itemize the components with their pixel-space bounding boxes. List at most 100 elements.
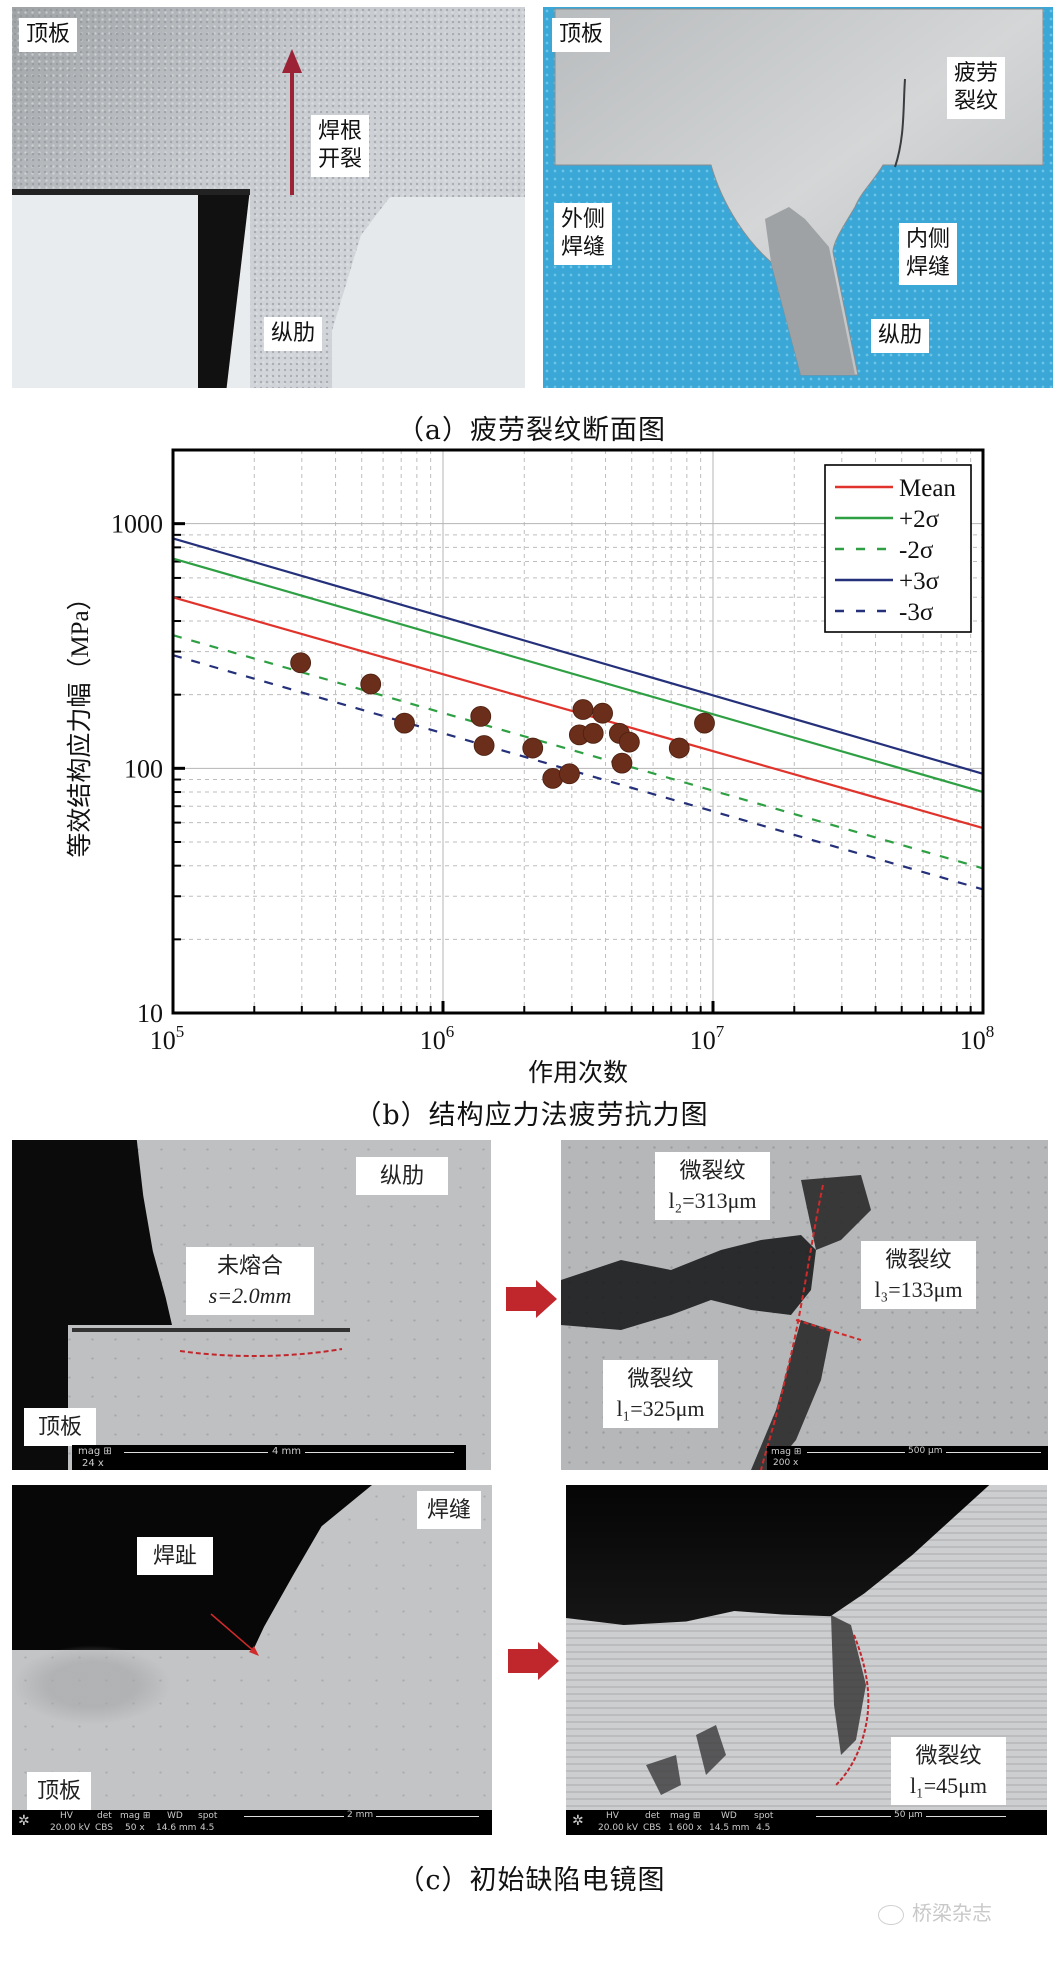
arrow-right-icon-head bbox=[538, 1642, 559, 1680]
arrow-right-icon bbox=[508, 1649, 540, 1673]
label-u-rib: 纵肋 bbox=[871, 319, 930, 353]
wd-label: WD bbox=[167, 1811, 183, 1821]
sem-lack-of-fusion: 纵肋 未熔合 s=2.0mm 顶板 mag ⊞ 24 x 4 mm bbox=[12, 1140, 491, 1470]
data-point bbox=[470, 706, 492, 727]
label-weld: 焊缝 bbox=[417, 1491, 482, 1529]
scale-bar-label: 50 μm bbox=[891, 1810, 926, 1820]
label-weld-toe: 焊趾 bbox=[137, 1537, 214, 1575]
weld-edge-texture bbox=[12, 1645, 172, 1725]
caption-b: （b）结构应力法疲劳抗力图 bbox=[354, 1100, 709, 1131]
dark-void-lower bbox=[12, 1325, 68, 1470]
label-fatigue-crack: 疲劳 裂纹 bbox=[947, 57, 1006, 119]
data-point bbox=[668, 737, 690, 759]
crack-3-title: 微裂纹 bbox=[885, 1247, 952, 1272]
legend-label: -3σ bbox=[899, 599, 934, 626]
mag-label: mag ⊞ bbox=[771, 1447, 802, 1457]
spot-label: spot bbox=[754, 1811, 774, 1821]
legend-box bbox=[824, 464, 972, 633]
det-label: det bbox=[645, 1811, 660, 1821]
sem-logo-icon: ✲ bbox=[572, 1813, 584, 1829]
sem-weld-toe-micro-crack: 微裂纹 l₁=45μm ✲ HV 20.00 kV det CBS mag ⊞ … bbox=[566, 1485, 1047, 1835]
data-point bbox=[694, 712, 715, 734]
crack-region bbox=[561, 1175, 871, 1470]
spot-value: 4.5 bbox=[756, 1823, 771, 1833]
label-outer-weld: 外侧 焊缝 bbox=[554, 203, 613, 265]
label-u-rib: 纵肋 bbox=[356, 1157, 449, 1195]
hv-label: HV bbox=[60, 1811, 73, 1821]
steel-section-shape bbox=[554, 8, 1044, 376]
weld-toe-pointer-icon bbox=[210, 1613, 259, 1656]
crack-1-title: 微裂纹 bbox=[915, 1743, 982, 1768]
det-value: CBS bbox=[95, 1823, 114, 1833]
plot-frame bbox=[171, 448, 985, 1015]
hv-value: 20.00 kV bbox=[50, 1823, 90, 1833]
label-top-plate: 顶板 bbox=[19, 18, 78, 52]
lack-of-fusion-size: s=2.0mm bbox=[208, 1283, 292, 1308]
arrow-right-icon bbox=[506, 1287, 538, 1311]
x-tick-label: 105 bbox=[150, 1022, 185, 1055]
crack-region bbox=[646, 1615, 870, 1795]
scale-bar-label: 4 mm bbox=[268, 1446, 306, 1457]
x-tick-label: 107 bbox=[690, 1022, 725, 1055]
data-point bbox=[473, 735, 495, 756]
data-point bbox=[559, 763, 580, 785]
data-point bbox=[592, 702, 613, 724]
label-inner-weld: 内侧 焊缝 bbox=[899, 223, 958, 285]
y-tick-label: 1000 bbox=[111, 510, 163, 539]
watermark-text: 桥梁杂志 bbox=[912, 1901, 992, 1925]
sem-weld-toe: 焊趾 焊缝 顶板 ✲ HV 20.00 kV det CBS mag ⊞ 50 … bbox=[12, 1485, 492, 1835]
fusion-boundary-dashed bbox=[179, 1348, 343, 1357]
series-line-plus3sigma bbox=[172, 537, 984, 775]
mag-value: 50 x bbox=[125, 1823, 145, 1833]
x-axis-label: 作用次数 bbox=[528, 1059, 628, 1087]
wd-value: 14.5 mm bbox=[709, 1823, 750, 1833]
series-line-plus2sigma bbox=[172, 557, 984, 794]
photo-fatigue-crack-section: 顶板 疲劳 裂纹 外侧 焊缝 内侧 焊缝 纵肋 bbox=[543, 7, 1053, 388]
data-point bbox=[394, 712, 415, 734]
hv-label: HV bbox=[606, 1811, 619, 1821]
series-line-minus2sigma bbox=[172, 634, 984, 870]
mag-label: mag ⊞ bbox=[670, 1811, 701, 1821]
label-crack-1: 微裂纹 l₁=325μm bbox=[603, 1360, 718, 1428]
legend-label: +2σ bbox=[899, 506, 940, 533]
arrow-right-icon-head bbox=[536, 1280, 557, 1318]
sem-logo-icon: ✲ bbox=[18, 1813, 30, 1829]
sn-curve-chart: 10 100 1000 105 106 107 108 作用次数 等效结构应力幅（MPa） Mea… bbox=[66, 448, 994, 1087]
legend-label: +3σ bbox=[899, 568, 940, 595]
watermark: 桥梁杂志 bbox=[878, 1898, 992, 1928]
data-point bbox=[582, 722, 604, 744]
sem-info-bar: ✲ HV 20.00 kV det CBS mag ⊞ 50 x WD 14.6… bbox=[12, 1810, 492, 1835]
spot-value: 4.5 bbox=[200, 1823, 215, 1833]
sem-info-bar: mag ⊞ 24 x 4 mm bbox=[72, 1445, 466, 1470]
y-tick-label: 100 bbox=[124, 754, 163, 783]
mag-label: mag ⊞ bbox=[120, 1811, 151, 1821]
sem-info-bar: mag ⊞ 200 x 500 μm bbox=[767, 1446, 1048, 1470]
crack-1-title: 微裂纹 bbox=[627, 1366, 694, 1391]
lack-of-fusion-title: 未熔合 bbox=[216, 1253, 283, 1278]
y-axis-label: 等效结构应力幅（MPa） bbox=[66, 585, 94, 857]
label-crack-3: 微裂纹 l₃=133μm bbox=[861, 1241, 976, 1309]
legend-label: Mean bbox=[899, 475, 956, 502]
data-point bbox=[618, 731, 640, 753]
wd-value: 14.6 mm bbox=[156, 1823, 197, 1833]
gap-top-edge bbox=[12, 189, 250, 195]
wechat-icon bbox=[878, 1904, 904, 1925]
mag-value: 200 x bbox=[773, 1458, 799, 1468]
x-tick-label: 106 bbox=[420, 1022, 455, 1055]
label-top-plate: 顶板 bbox=[24, 1408, 97, 1446]
sem-micro-cracks: 微裂纹 l₂=313μm 微裂纹 l₃=133μm 微裂纹 l₁=325μm m… bbox=[561, 1140, 1048, 1470]
spot-label: spot bbox=[198, 1811, 218, 1821]
fusion-line bbox=[72, 1328, 350, 1332]
crack-2-title: 微裂纹 bbox=[679, 1158, 746, 1183]
det-value: CBS bbox=[643, 1823, 662, 1833]
data-point bbox=[290, 652, 312, 674]
label-top-plate: 顶板 bbox=[552, 18, 611, 52]
crack-1-length: l₁=325μm bbox=[616, 1396, 705, 1421]
legend: Mean +2σ -2σ +3σ -3σ bbox=[824, 464, 972, 633]
caption-a: （a）疲劳裂纹断面图 bbox=[396, 415, 667, 446]
det-label: det bbox=[97, 1811, 112, 1821]
label-u-rib: 纵肋 bbox=[264, 317, 323, 351]
crack-direction-arrow-icon bbox=[282, 49, 302, 195]
legend-label: -2σ bbox=[899, 537, 934, 564]
mag-label: mag ⊞ bbox=[78, 1446, 112, 1457]
